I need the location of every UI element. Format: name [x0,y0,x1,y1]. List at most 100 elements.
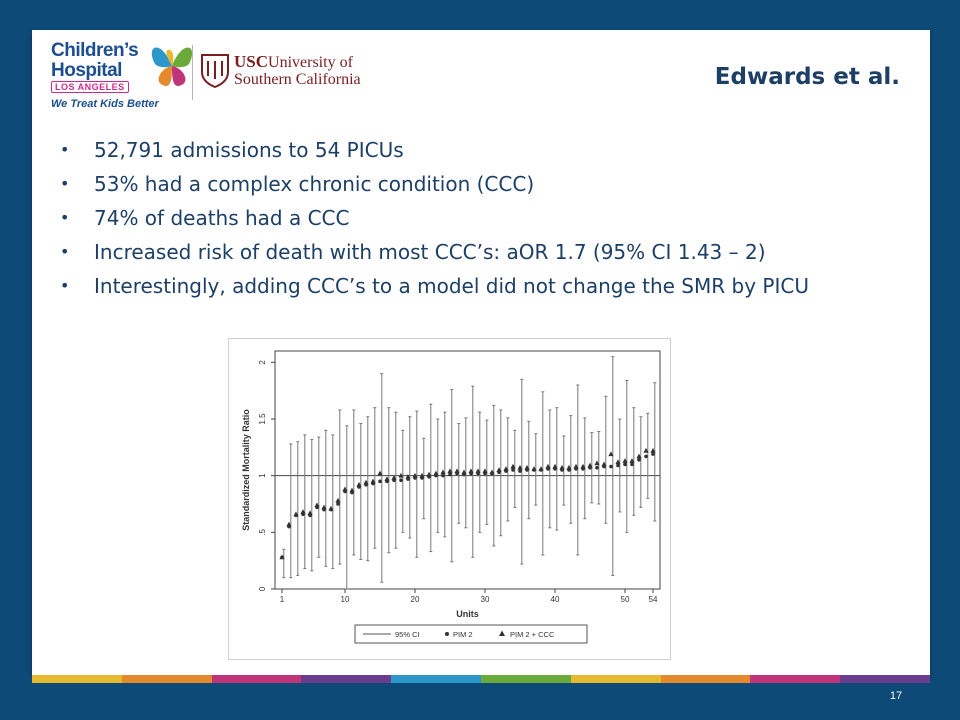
x-tick-label: 30 [481,595,490,604]
pim2-ccc-point [622,458,628,463]
pim2-ccc-point [328,505,334,511]
color-strip-segment [32,675,122,683]
pim2-ccc-point [594,460,600,466]
x-tick-label: 20 [411,595,420,604]
pim2-point [609,464,613,469]
legend-box [354,624,588,644]
pim2-ccc-point [545,463,551,469]
logo-divider [192,45,193,100]
pim2-point [595,465,599,470]
color-strip-segment [660,675,751,683]
color-strip-segment [750,675,841,683]
pim2-point [518,469,522,473]
chla-logo-line1: Children’s [51,40,139,61]
x-axis-label: Units [456,609,479,619]
pim2-ccc-point [384,476,390,482]
y-tick-label: 0 [258,586,267,591]
pim2-point [637,458,641,462]
y-tick-label: 1.5 [258,413,267,425]
smr-chart-svg: 0 .5 1 1.5 2 1 10 20 30 40 50 54 Standardized Mortal… [229,339,670,659]
pim2-ccc-point [573,463,579,469]
pim2-ccc-point [461,469,467,475]
bullet-icon: • [60,208,70,227]
chla-logo-line3: LOS ANGELES [51,81,129,93]
pim2-point [644,454,648,459]
pim2-ccc-point [475,468,481,474]
pim2-ccc-point [349,487,355,493]
pim2-ccc-point [524,464,530,470]
usc-logo-line1: University of [268,54,353,71]
pim2-ccc-point [307,510,313,516]
pim2-ccc-point [482,468,488,474]
smr-chart: 0 .5 1 1.5 2 1 10 20 30 40 50 54 Standardized Mortal… [228,338,671,660]
bullet-icon: • [60,140,70,159]
usc-seal-icon [201,54,229,88]
legend-pim2-ccc-label: PIM 2 + CCC [510,630,555,639]
color-strip-segment [121,675,212,683]
bullet-text: 53% had a complex chronic condition (CCC… [94,172,535,196]
pim2-ccc-point [398,472,404,478]
pim2-ccc-point [356,481,362,487]
x-tick-label: 50 [621,595,630,604]
pim2-ccc-point [601,461,607,467]
pim2-point [441,473,445,478]
bullet-text: Interestingly, adding CCC’s to a model d… [94,274,809,298]
bullet-text: 74% of deaths had a CCC [94,206,350,230]
pim2-ccc-point [363,479,369,485]
pim2-ccc-point [391,475,397,480]
y-tick-label: .5 [258,528,267,535]
pim2-point [630,462,634,467]
pim2-ccc-point [377,470,383,476]
x-tick-label: 40 [551,595,560,604]
y-tick-label: 1 [258,473,267,478]
legend-pim2-label: PIM 2 [453,630,473,639]
pim2-ccc-point [405,474,411,479]
pim2-ccc-point [370,478,376,484]
pim2-ccc-point [538,466,544,471]
bullet-icon: • [60,174,70,193]
pim2-ccc-point [454,468,460,474]
chla-logo-line2: Hospital [51,60,122,81]
pim2-point [651,452,655,456]
bullet-icon: • [60,242,70,261]
x-tick-label: 10 [341,595,350,604]
chla-tagline: We Treat Kids Better [51,98,159,110]
usc-logo-text: USCUniversity of Southern California [234,53,361,88]
pim2-ccc-point [321,504,327,510]
bullet-text: 52,791 admissions to 54 PICUs [94,138,404,162]
pim2-point [448,472,452,477]
pim2-ccc-point [300,509,306,514]
color-strip [32,675,930,683]
plot-area [274,350,661,590]
pim2-ccc-point [636,453,642,459]
color-strip-segment [480,675,571,683]
pim2-ccc-point [426,471,432,477]
pim2-ccc-point [559,464,565,470]
pim2-ccc-point [587,462,593,468]
pim2-ccc-point [629,458,635,463]
childrens-hospital-logo: Children’s Hospital LOS ANGELES We Treat… [48,38,194,118]
bullet-item: • Interestingly, adding CCC’s to a model … [60,274,900,298]
bullet-item: • 52,791 admissions to 54 PICUs [60,138,900,162]
pim2-ccc-point [496,467,502,472]
pim2-ccc-point [342,486,348,492]
usc-logo-line2: Southern California [234,71,361,88]
pim2-ccc-point [608,451,614,457]
pim2-point [336,502,340,506]
y-tick-label: 2 [258,360,267,365]
pim2-ccc-point [650,447,656,453]
pim2-ccc-point [510,463,516,469]
pim2-point [616,463,620,468]
bullet-item: • 53% had a complex chronic condition (CC… [60,172,900,196]
pim2-ccc-point [517,464,523,470]
pim2-ccc-point [468,468,474,474]
pim2-ccc-point [503,466,509,471]
usc-logo-abbrev: USC [234,52,269,71]
legend-pim2-swatch [445,632,449,636]
pim2-ccc-point [419,472,425,478]
pim2-ccc-point [615,459,621,465]
bullet-icon: • [60,276,70,295]
color-strip-segment [391,675,481,683]
bullet-item: • Increased risk of death with most CCC’s… [60,240,900,264]
pim2-ccc-point [286,521,292,527]
